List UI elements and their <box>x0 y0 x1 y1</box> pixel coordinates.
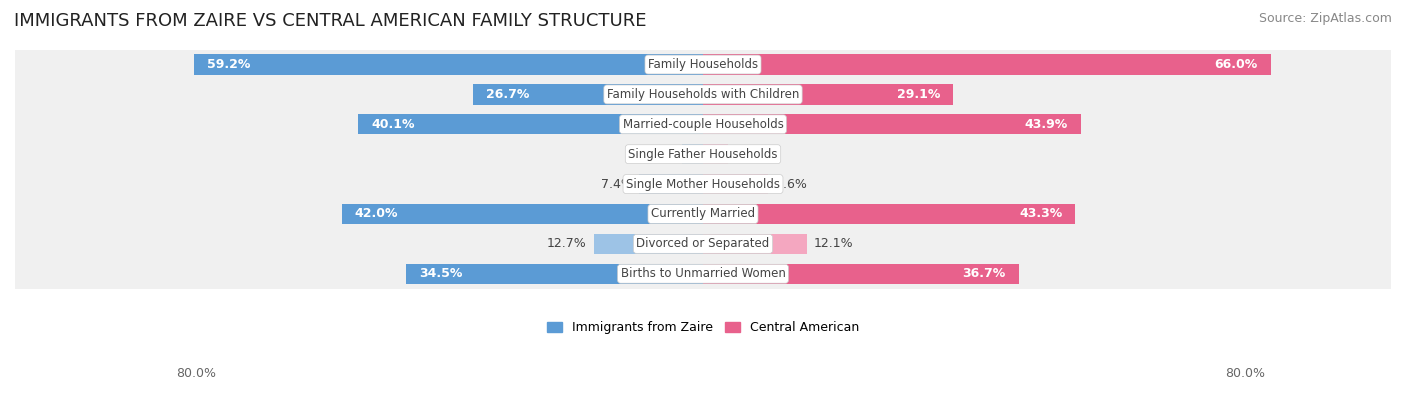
Bar <box>194 55 703 75</box>
Text: Divorced or Separated: Divorced or Separated <box>637 237 769 250</box>
Bar <box>682 144 703 164</box>
Text: 12.7%: 12.7% <box>547 237 586 250</box>
Text: 43.9%: 43.9% <box>1025 118 1067 131</box>
Text: Births to Unmarried Women: Births to Unmarried Women <box>620 267 786 280</box>
Bar <box>15 229 1391 259</box>
Text: 59.2%: 59.2% <box>207 58 250 71</box>
Bar <box>15 259 1391 289</box>
Text: 43.3%: 43.3% <box>1019 207 1063 220</box>
Bar <box>15 79 1391 109</box>
Bar <box>640 174 703 194</box>
Text: Family Households: Family Households <box>648 58 758 71</box>
Bar <box>15 139 1391 169</box>
Text: Single Father Households: Single Father Households <box>628 148 778 161</box>
Text: Source: ZipAtlas.com: Source: ZipAtlas.com <box>1258 12 1392 25</box>
Text: 80.0%: 80.0% <box>176 367 215 380</box>
Bar <box>703 114 1081 134</box>
Bar <box>474 84 703 105</box>
Bar <box>15 109 1391 139</box>
Bar <box>703 263 1018 284</box>
Bar <box>359 114 703 134</box>
Text: 34.5%: 34.5% <box>419 267 463 280</box>
Text: 66.0%: 66.0% <box>1215 58 1258 71</box>
Legend: Immigrants from Zaire, Central American: Immigrants from Zaire, Central American <box>541 316 865 339</box>
Bar <box>703 234 807 254</box>
Bar <box>593 234 703 254</box>
Text: 26.7%: 26.7% <box>486 88 530 101</box>
Bar <box>406 263 703 284</box>
Text: 36.7%: 36.7% <box>963 267 1005 280</box>
Text: 7.4%: 7.4% <box>600 178 633 191</box>
Text: 2.4%: 2.4% <box>644 148 675 161</box>
Text: 40.1%: 40.1% <box>371 118 415 131</box>
Bar <box>703 174 768 194</box>
Bar <box>703 144 728 164</box>
Text: 29.1%: 29.1% <box>897 88 941 101</box>
Bar <box>342 204 703 224</box>
Bar <box>15 169 1391 199</box>
Bar <box>703 84 953 105</box>
Text: 7.6%: 7.6% <box>775 178 807 191</box>
Text: 80.0%: 80.0% <box>1226 367 1265 380</box>
Text: Single Mother Households: Single Mother Households <box>626 178 780 191</box>
Text: 12.1%: 12.1% <box>814 237 853 250</box>
Text: Married-couple Households: Married-couple Households <box>623 118 783 131</box>
Bar <box>15 50 1391 79</box>
Text: Currently Married: Currently Married <box>651 207 755 220</box>
Bar <box>15 199 1391 229</box>
Bar <box>703 55 1271 75</box>
Text: Family Households with Children: Family Households with Children <box>607 88 799 101</box>
Text: IMMIGRANTS FROM ZAIRE VS CENTRAL AMERICAN FAMILY STRUCTURE: IMMIGRANTS FROM ZAIRE VS CENTRAL AMERICA… <box>14 12 647 30</box>
Text: 42.0%: 42.0% <box>354 207 398 220</box>
Bar <box>703 204 1076 224</box>
Text: 2.9%: 2.9% <box>735 148 766 161</box>
